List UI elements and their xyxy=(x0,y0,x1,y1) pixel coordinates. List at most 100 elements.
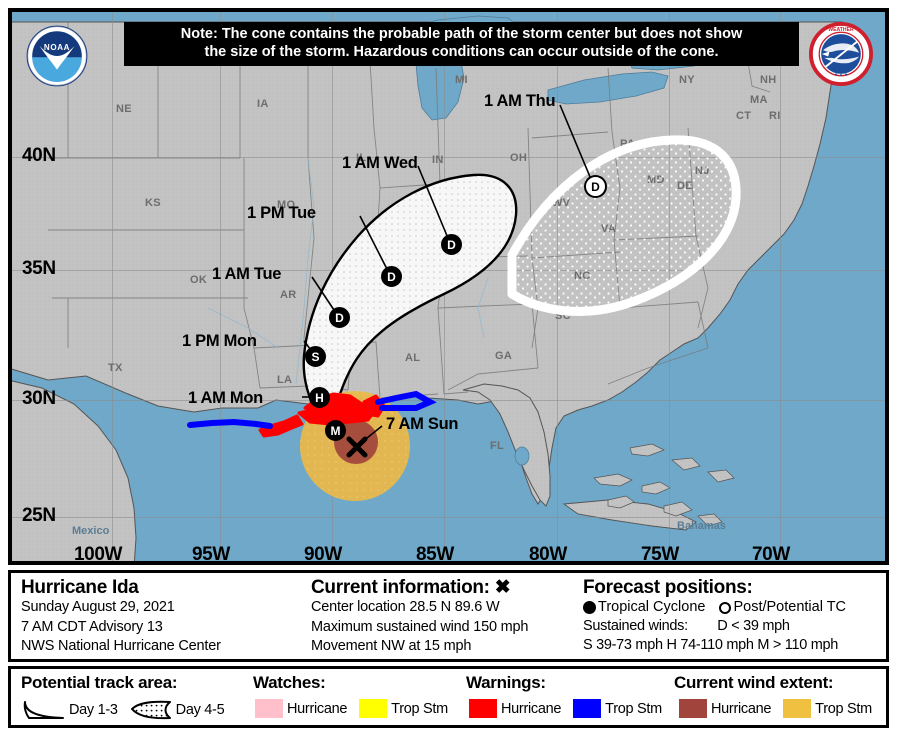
issuing-agency: NWS National Hurricane Center xyxy=(21,637,221,654)
track-label-7am-sun: 7 AM Sun xyxy=(386,415,459,433)
legend-warnings-title: Warnings: xyxy=(466,673,546,692)
gridline-lon-70 xyxy=(780,12,781,561)
warning-hurricane-swatch xyxy=(469,699,497,718)
lon-label-95w: 95W xyxy=(192,544,230,565)
extent-trop-stm-swatch xyxy=(783,699,812,718)
post-potential-tc-dot-icon xyxy=(719,601,732,614)
legend-extent-row: Hurricane Trop Stm xyxy=(679,699,872,718)
noaa-seal-logo: NOAA xyxy=(26,25,88,87)
state-label-nh: NH xyxy=(760,74,777,86)
state-label-ks: KS xyxy=(145,197,161,209)
state-label-ar: AR xyxy=(280,289,297,301)
cone-day-4-5-fill xyxy=(512,139,737,312)
track-label-1am-mon: 1 AM Mon xyxy=(188,389,263,407)
bahamas-islands xyxy=(593,443,735,527)
legend-watches-row: Hurricane Trop Stm xyxy=(255,699,448,718)
lon-label-85w: 85W xyxy=(416,544,454,565)
legend-panel: Potential track area: Day 1-3 Day 4-5 Wa… xyxy=(8,666,889,728)
state-label-ga: GA xyxy=(495,350,513,362)
forecast-marker-d-thu-post[interactable]: D xyxy=(584,175,607,198)
wind-category-d: D < 39 mph xyxy=(717,618,790,635)
lat-label-40n: 40N xyxy=(22,145,56,166)
advisory-number: 7 AM CDT Advisory 13 xyxy=(21,618,163,635)
lake-erie xyxy=(547,71,669,105)
cone-day-1-3 xyxy=(302,173,518,431)
gridline-lat-30 xyxy=(12,400,885,401)
legend-track-title: Potential track area: xyxy=(21,673,178,692)
legend-day-1-3-label: Day 1-3 xyxy=(69,702,118,718)
note-line-1: Note: The cone contains the probable pat… xyxy=(180,26,743,42)
forecast-marker-d-tue-pm[interactable]: D xyxy=(381,266,402,287)
state-label-mi: MI xyxy=(455,74,468,86)
state-label-in: IN xyxy=(432,154,444,166)
sustained-winds-row: Sustained winds: D < 39 mph xyxy=(583,617,886,636)
cone-disclaimer-note: Note: The cone contains the probable pat… xyxy=(124,22,799,67)
center-location: Center location 28.5 N 89.6 W xyxy=(311,599,500,616)
forecast-marker-d-tue[interactable]: D xyxy=(329,307,350,328)
track-label-1am-thu: 1 AM Thu xyxy=(484,92,556,110)
lon-label-70w: 70W xyxy=(752,544,790,565)
lat-label-35n: 35N xyxy=(22,258,56,279)
legend-extent-title: Current wind extent: xyxy=(674,673,834,692)
note-line-2: the size of the storm. Hazardous conditi… xyxy=(204,44,719,61)
state-label-il: IL xyxy=(356,152,367,164)
forecast-marker-m-current[interactable]: M xyxy=(325,420,346,441)
current-information-column: Current information: ✖ Center location 2… xyxy=(311,573,583,659)
forecast-marker-d-wed[interactable]: D xyxy=(441,234,462,255)
legend-watches-title: Watches: xyxy=(253,673,326,692)
tropical-cyclone-dot-icon xyxy=(583,601,596,615)
watch-trop-stm-swatch xyxy=(359,699,388,718)
lon-label-75w: 75W xyxy=(641,544,679,565)
warning-trop-stm-label: Trop Stm xyxy=(605,700,662,717)
cone-day-1-3-icon xyxy=(23,701,64,719)
state-label-ia: IA xyxy=(257,98,269,110)
lake-okeechobee xyxy=(514,446,530,466)
tropical-cyclone-label: Tropical Cyclone xyxy=(598,599,706,616)
forecast-positions-column: Forecast positions: Tropical Cyclone Pos… xyxy=(583,573,886,659)
cone-day-4-5-icon xyxy=(130,700,171,720)
lat-label-30n: 30N xyxy=(22,388,56,409)
gridline-lat-40 xyxy=(12,157,885,158)
nws-seal-logo: WEATHER xyxy=(809,22,873,86)
forecast-symbol-key: Tropical Cyclone Post/Potential TC xyxy=(583,598,886,617)
extent-trop-stm-label: Trop Stm xyxy=(815,700,872,717)
state-label-ny: NY xyxy=(679,74,695,86)
extent-hurricane-label: Hurricane xyxy=(711,700,772,717)
sustained-winds-label: Sustained winds: xyxy=(583,618,688,635)
watch-trop-stm-label: Trop Stm xyxy=(391,700,448,717)
track-label-1pm-mon: 1 PM Mon xyxy=(182,332,257,350)
tropical-storm-warning-band xyxy=(187,390,437,429)
forecast-marker-h-mon[interactable]: H xyxy=(309,387,330,408)
legend-track-row: Day 1-3 Day 4-5 xyxy=(23,699,236,721)
country-label-mexico: Mexico xyxy=(72,525,110,537)
info-panel: Hurricane Ida Sunday August 29, 2021 7 A… xyxy=(8,570,889,662)
mexico-landmass xyxy=(12,380,137,561)
state-label-al: AL xyxy=(405,352,421,364)
watch-hurricane-label: Hurricane xyxy=(287,700,348,717)
storm-info-column: Hurricane Ida Sunday August 29, 2021 7 A… xyxy=(11,573,311,659)
lon-label-100w: 100W xyxy=(74,544,123,565)
track-label-1am-tue: 1 AM Tue xyxy=(212,265,282,283)
watch-hurricane-swatch xyxy=(255,699,283,718)
lat-label-25n: 25N xyxy=(22,505,56,526)
state-label-fl: FL xyxy=(490,440,505,452)
current-center-symbol: ✖ xyxy=(494,577,511,598)
wind-category-scale: S 39-73 mph H 74-110 mph M > 110 mph xyxy=(583,637,839,654)
advisory-date: Sunday August 29, 2021 xyxy=(21,599,175,616)
extent-hurricane-swatch xyxy=(679,699,707,718)
svg-text:NOAA: NOAA xyxy=(44,43,70,52)
warning-hurricane-label: Hurricane xyxy=(501,700,562,717)
track-label-1am-wed: 1 AM Wed xyxy=(342,154,418,172)
state-label-ct: CT xyxy=(736,110,752,122)
current-information-title: Current information: ✖ xyxy=(311,577,583,598)
forecast-positions-title: Forecast positions: xyxy=(583,577,753,598)
svg-text:WEATHER: WEATHER xyxy=(828,27,854,33)
forecast-marker-s-mon-pm[interactable]: S xyxy=(305,346,326,367)
storm-movement: Movement NW at 15 mph xyxy=(311,637,472,654)
lon-label-90w: 90W xyxy=(304,544,342,565)
storm-graphics-layer xyxy=(187,104,741,501)
state-label-la: LA xyxy=(277,374,293,386)
state-label-oh: OH xyxy=(510,152,528,164)
max-sustained-wind: Maximum sustained wind 150 mph xyxy=(311,618,529,635)
